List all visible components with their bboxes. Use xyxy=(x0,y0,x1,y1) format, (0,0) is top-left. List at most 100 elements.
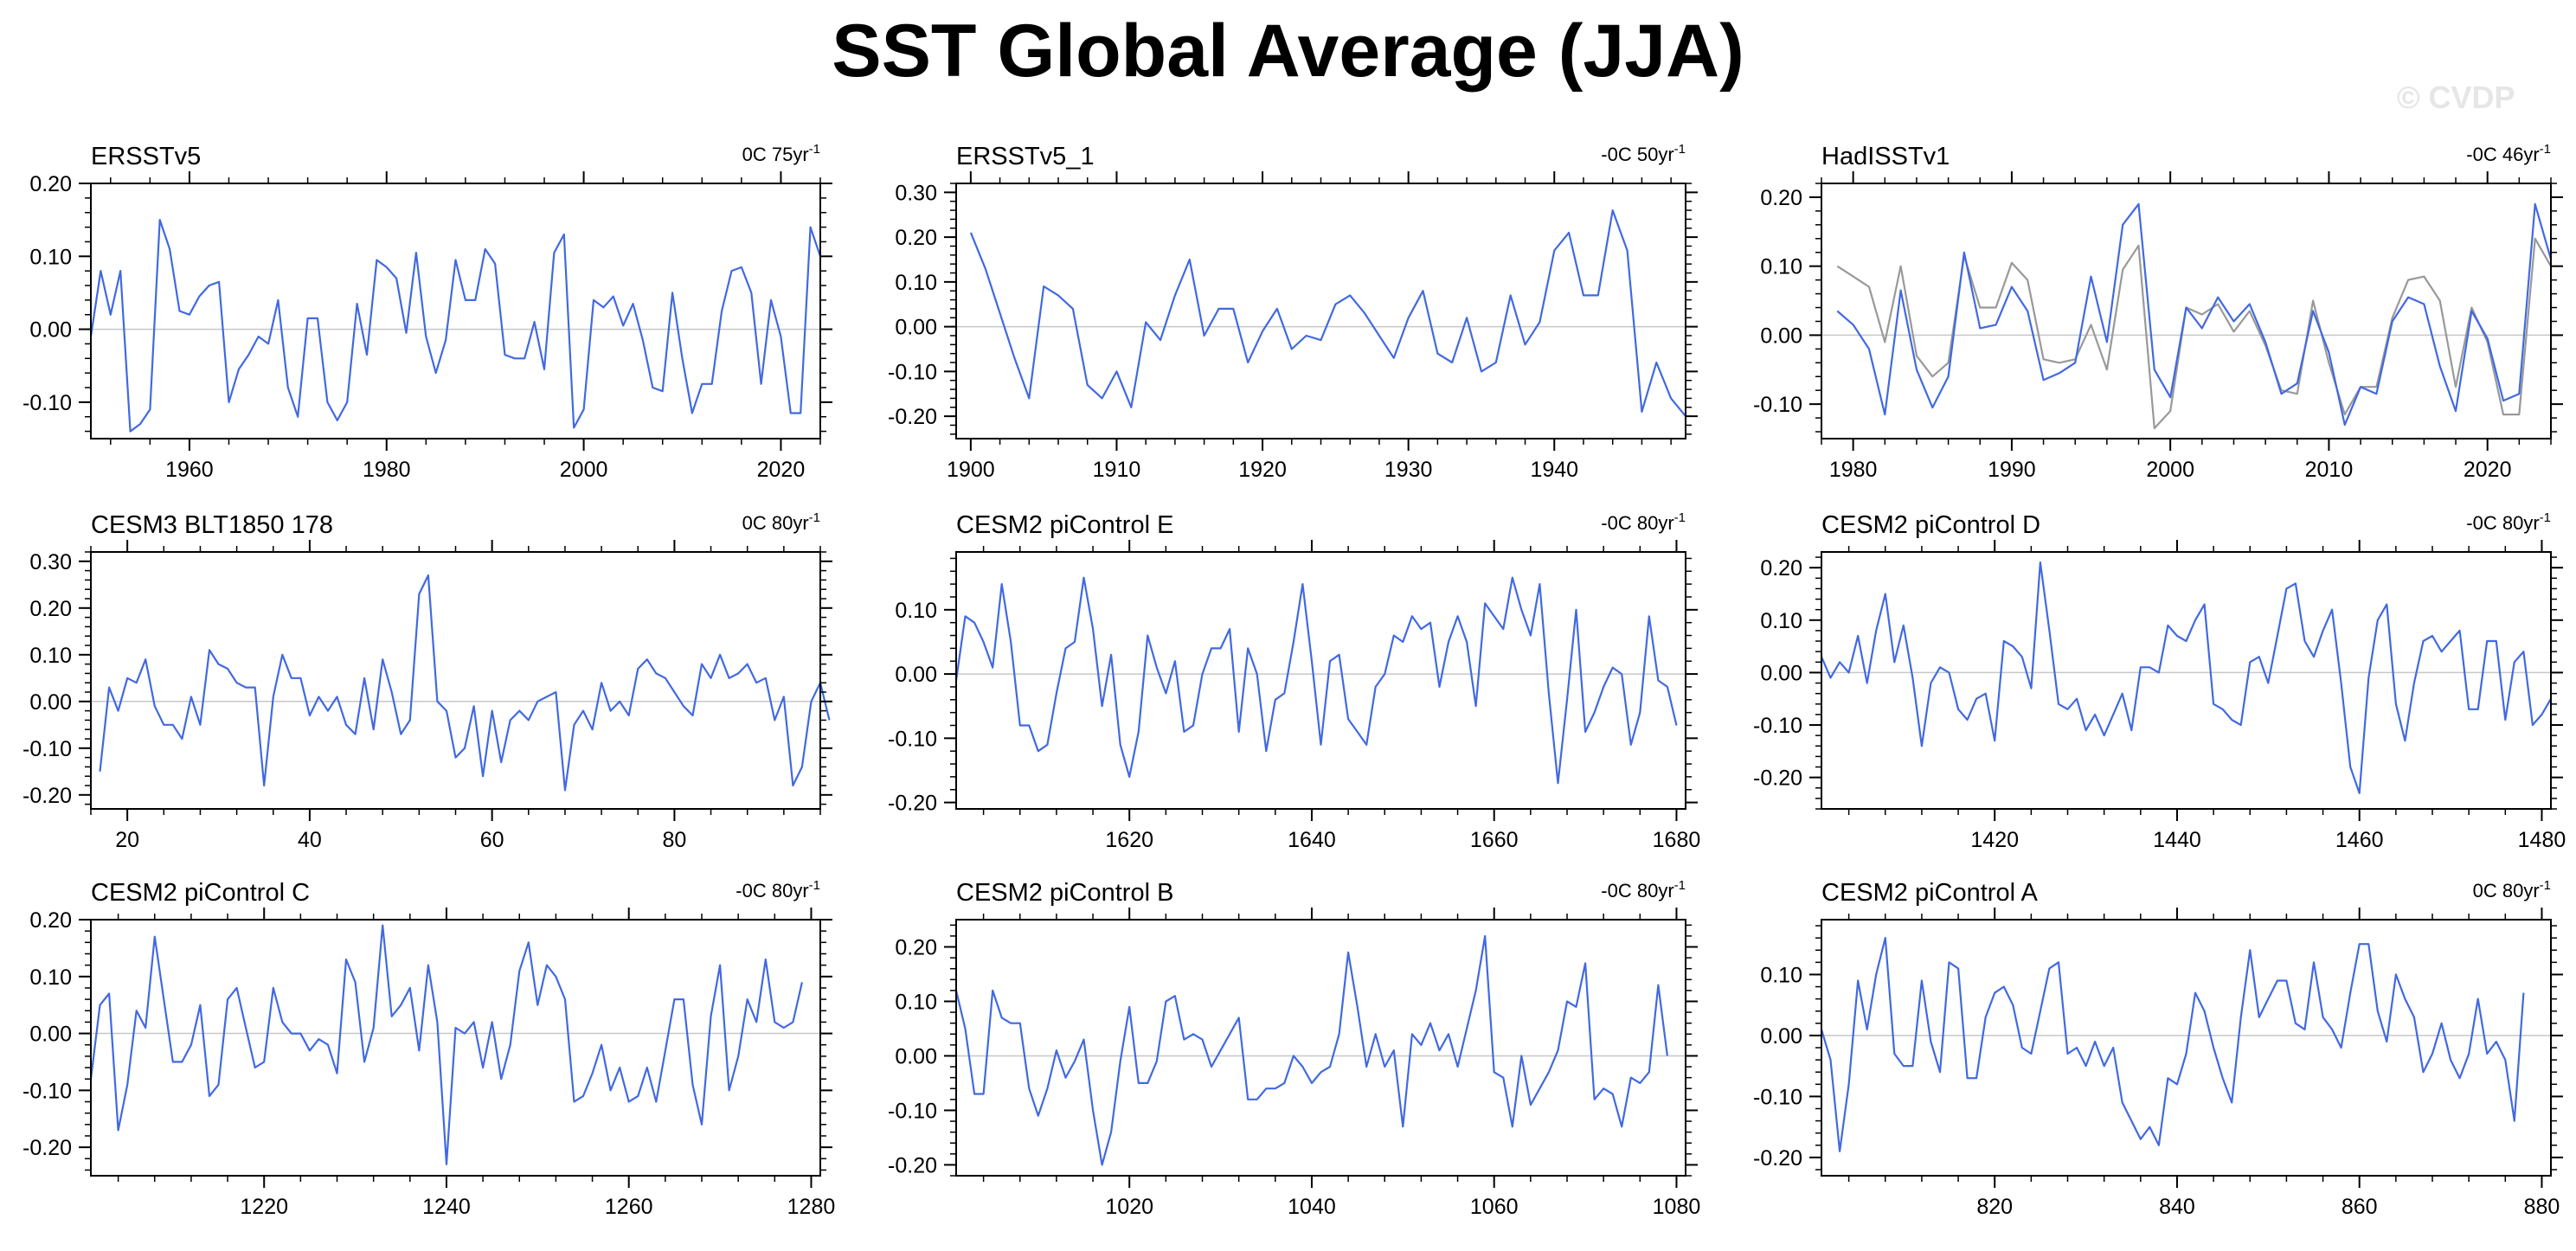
y-tick-label: -0.20 xyxy=(888,1153,937,1177)
trend-exponent: -1 xyxy=(1674,142,1686,157)
x-tick-label: 1930 xyxy=(1384,458,1433,482)
panel-title: CESM3 BLT1850 178 xyxy=(91,511,333,539)
plot-frame xyxy=(90,919,821,1177)
y-tick-label: 0.10 xyxy=(29,245,72,269)
x-tick-label: 1460 xyxy=(2335,828,2384,852)
trend-exponent: -1 xyxy=(2540,142,2551,157)
x-tick-label: 1620 xyxy=(1105,828,1153,852)
plot-frame xyxy=(955,183,1686,439)
chart-panel: -0.20 -0.10 0.00 0.10 0.20 0.30 1900 1910 1920 19… xyxy=(888,142,1698,482)
y-tick-label: -0.10 xyxy=(1753,714,1802,738)
y-tick-label: -0.10 xyxy=(888,727,937,751)
x-tick-label: 1280 xyxy=(787,1195,836,1219)
panel-title: CESM2 piControl C xyxy=(91,879,310,907)
y-tick-label: 0.00 xyxy=(29,318,72,343)
x-tick-label: 40 xyxy=(298,828,322,852)
y-tick-label: 0.30 xyxy=(895,181,937,205)
series-line xyxy=(1820,561,2552,794)
chart-panel: -0.20 -0.10 0.00 0.10 0.20 1020 1040 1060 1080 CE… xyxy=(888,878,1700,1219)
x-tick-label: 880 xyxy=(2524,1195,2560,1219)
y-tick-label: 0.10 xyxy=(1760,255,1802,279)
x-tick-label: 1980 xyxy=(1829,458,1878,482)
x-tick-label: 2000 xyxy=(2146,458,2194,482)
trend-label: -0C 50yr-1 xyxy=(1601,142,1686,165)
trend-label: 0C 80yr-1 xyxy=(742,510,820,534)
series-line xyxy=(89,924,803,1165)
plot-frame xyxy=(955,919,1686,1177)
chart-panel: -0.20 -0.10 0.00 0.10 1620 1640 1660 1680 CESM2 … xyxy=(888,510,1700,852)
series-line xyxy=(99,574,831,792)
chart-panel: -0.10 0.00 0.10 0.20 1980 1990 2000 2010 2020 Had… xyxy=(1753,142,2563,482)
y-tick-label: 0.00 xyxy=(895,1044,937,1068)
y-tick-label: 0.00 xyxy=(29,1023,72,1047)
trend-exponent: -1 xyxy=(2540,510,2551,525)
y-tick-label: -0.10 xyxy=(22,737,72,761)
series-line xyxy=(1836,237,2552,430)
plot-frame xyxy=(955,551,1686,810)
y-tick-label: 0.20 xyxy=(1760,186,1802,210)
x-tick-label: 1920 xyxy=(1238,458,1287,482)
trend-label: -0C 80yr-1 xyxy=(2466,510,2551,534)
trend-label: -0C 80yr-1 xyxy=(1601,510,1686,534)
y-tick-label: 0.00 xyxy=(895,316,937,340)
x-tick-label: 860 xyxy=(2342,1195,2378,1219)
y-tick-label: -0.20 xyxy=(888,405,937,429)
x-tick-label: 60 xyxy=(480,828,504,852)
panel-title: ERSSTv5 xyxy=(91,143,201,170)
trend-exponent: -1 xyxy=(809,878,820,893)
trend-label: -0C 46yr-1 xyxy=(2466,142,2551,165)
y-tick-label: 0.20 xyxy=(29,597,72,621)
y-tick-label: 0.00 xyxy=(895,663,937,687)
panel-title: ERSSTv5_1 xyxy=(956,143,1095,170)
y-tick-label: 0.10 xyxy=(1760,963,1802,987)
x-tick-label: 1990 xyxy=(1988,458,2036,482)
y-tick-label: 0.30 xyxy=(29,550,72,574)
x-tick-label: 2020 xyxy=(757,458,806,482)
x-tick-label: 20 xyxy=(115,828,139,852)
panel-title: CESM2 piControl A xyxy=(1821,879,2038,907)
y-tick-label: -0.10 xyxy=(22,1079,72,1103)
x-tick-label: 80 xyxy=(662,828,686,852)
y-tick-label: 0.20 xyxy=(29,172,72,196)
y-tick-label: -0.20 xyxy=(22,1136,72,1160)
y-tick-label: -0.20 xyxy=(22,784,72,808)
trend-label: -0C 80yr-1 xyxy=(1601,878,1686,901)
x-tick-label: 1020 xyxy=(1105,1195,1153,1219)
y-tick-label: -0.10 xyxy=(1753,1085,1802,1109)
chart-panel: -0.20 -0.10 0.00 0.10 0.20 1420 1440 1460 1480 CE… xyxy=(1753,510,2566,852)
trend-label: 0C 80yr-1 xyxy=(2473,878,2551,901)
trend-exponent: -1 xyxy=(809,142,820,157)
trend-label: -0C 80yr-1 xyxy=(736,878,820,901)
y-tick-label: -0.20 xyxy=(888,792,937,816)
x-tick-label: 1060 xyxy=(1470,1195,1519,1219)
y-tick-label: -0.10 xyxy=(888,1099,937,1123)
chart-panel: -0.20 -0.10 0.00 0.10 0.20 1220 1240 1260 1280 CE… xyxy=(22,878,835,1219)
series-line xyxy=(89,219,822,433)
x-tick-label: 1900 xyxy=(947,458,995,482)
x-tick-label: 1960 xyxy=(165,458,214,482)
y-tick-label: 0.00 xyxy=(29,690,72,715)
x-tick-label: 840 xyxy=(2159,1195,2195,1219)
y-tick-label: 0.20 xyxy=(895,226,937,250)
x-tick-label: 820 xyxy=(1976,1195,2013,1219)
y-tick-label: 0.00 xyxy=(1760,324,1802,348)
panel-title: CESM2 piControl E xyxy=(956,511,1173,539)
x-tick-label: 1660 xyxy=(1470,828,1519,852)
x-tick-label: 1260 xyxy=(605,1195,653,1219)
x-tick-label: 1040 xyxy=(1288,1195,1336,1219)
plot-frame xyxy=(1821,551,2552,810)
x-tick-label: 1910 xyxy=(1093,458,1141,482)
plot-frame xyxy=(90,183,821,439)
plot-frame xyxy=(1821,183,2552,439)
y-tick-label: 0.10 xyxy=(1760,609,1802,633)
y-tick-label: -0.10 xyxy=(1753,393,1802,417)
series-line xyxy=(1836,202,2553,427)
y-tick-label: 0.20 xyxy=(1760,556,1802,581)
x-tick-label: 1220 xyxy=(240,1195,288,1219)
series-line xyxy=(954,576,1678,785)
y-tick-label: 0.20 xyxy=(895,935,937,959)
series-line xyxy=(1820,936,2525,1152)
series-line xyxy=(954,934,1668,1166)
y-tick-label: -0.20 xyxy=(1753,1146,1802,1171)
